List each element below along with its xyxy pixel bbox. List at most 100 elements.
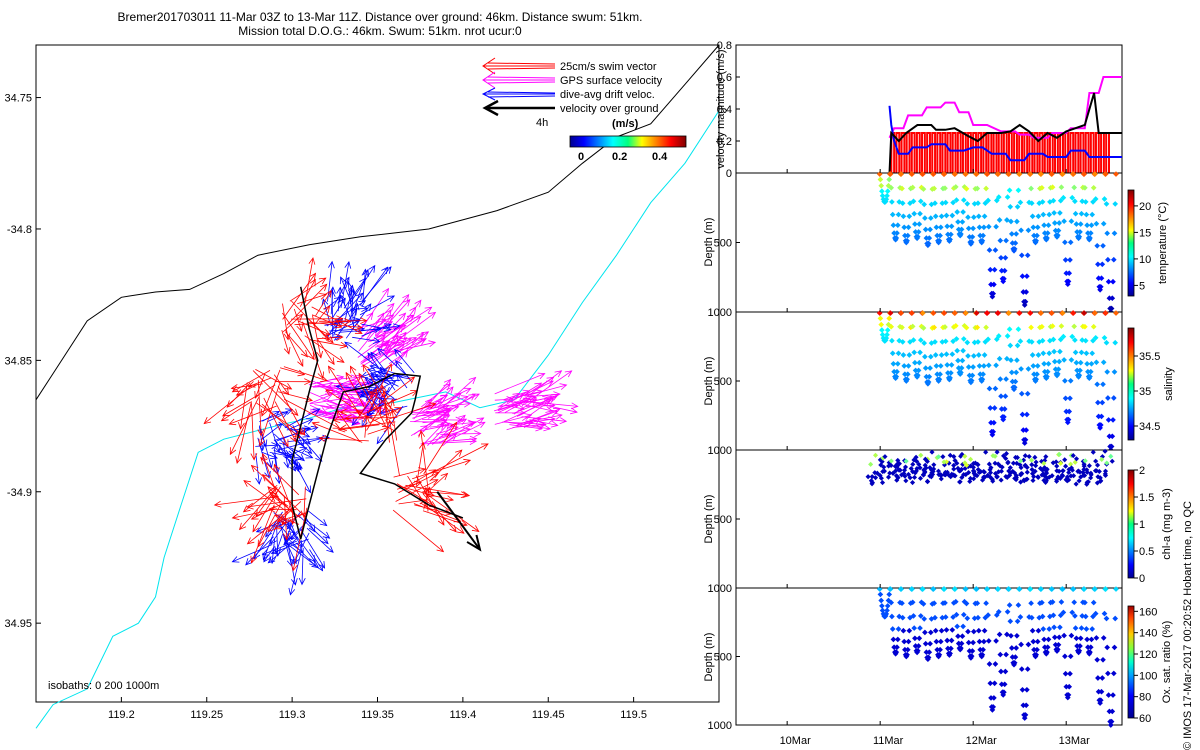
- profile-sample: [981, 627, 988, 634]
- profile-sample: [927, 640, 933, 647]
- map-x-tick-label: 119.4: [450, 709, 477, 721]
- profile-sample: [1073, 359, 1080, 366]
- swim-vector: [422, 493, 457, 533]
- gps-vector-head: [428, 340, 437, 348]
- profile-sample: [1065, 278, 1072, 285]
- profile-sample: [1006, 326, 1013, 333]
- swim-vector: [232, 508, 278, 519]
- profile-sample: [919, 171, 926, 177]
- profile-sample: [947, 236, 953, 243]
- profile-sample: [1078, 210, 1085, 217]
- profile-sample: [1035, 352, 1042, 358]
- swim-vector-head: [462, 491, 471, 498]
- figure-title: Bremer201703011 11-Mar 03Z to 13-Mar 11Z…: [0, 10, 760, 38]
- drift-vector: [261, 451, 278, 459]
- profile-sample: [1079, 198, 1086, 205]
- profile-sample: [910, 461, 916, 467]
- profile-sample: [912, 229, 919, 235]
- swim-vector: [368, 376, 415, 413]
- salinity-ylabel: Depth (m): [703, 357, 715, 406]
- profile-sample: [984, 171, 991, 177]
- swim-vector: [325, 389, 362, 413]
- profile-sample: [979, 237, 986, 244]
- swim-pulse: [1018, 132, 1024, 173]
- drift-vector-head: [368, 373, 376, 380]
- profile-sample: [920, 186, 927, 192]
- colorbar-tick-label: 10: [1139, 254, 1151, 266]
- profile-sample: [1045, 360, 1052, 367]
- profile-sample: [930, 310, 937, 316]
- drift-vector-head: [345, 280, 353, 289]
- profile-sample: [1038, 586, 1044, 592]
- drift-vector-head: [290, 578, 298, 586]
- profile-sample: [1014, 218, 1020, 225]
- profile-sample: [941, 171, 948, 177]
- gps-vector-head: [399, 331, 407, 340]
- swim-vector-head: [339, 341, 348, 349]
- profile-sample: [1031, 232, 1037, 239]
- gps-vector: [368, 325, 407, 342]
- profile-sample: [912, 643, 919, 649]
- profile-sample: [1088, 472, 1094, 478]
- drift-vector: [273, 449, 292, 458]
- drift-vector: [369, 365, 410, 378]
- profile-sample: [887, 586, 894, 592]
- drift-vector-head: [272, 410, 280, 418]
- gps-vector-head: [472, 393, 480, 400]
- profile-sample: [975, 614, 981, 621]
- gps-vector-head: [378, 318, 387, 325]
- profile-sample: [1026, 453, 1032, 460]
- profile-sample: [964, 200, 971, 207]
- profile-sample: [898, 310, 905, 316]
- gps-vector-head: [442, 414, 451, 422]
- swim-vector: [286, 284, 327, 326]
- profile-sample: [1011, 246, 1018, 252]
- drift-vector-head: [368, 264, 376, 273]
- drift-vector-head: [280, 411, 289, 418]
- profile-sample: [948, 370, 954, 376]
- profile-sample: [994, 474, 1000, 480]
- profile-sample: [886, 315, 893, 322]
- profile-sample: [934, 371, 941, 378]
- swim-vector: [248, 377, 272, 387]
- profile-sample: [909, 586, 915, 592]
- drift-vector-head: [305, 418, 314, 425]
- swim-vector-head: [267, 524, 275, 533]
- drift-vector-head: [328, 289, 336, 297]
- gps-vector: [531, 401, 578, 413]
- profile-sample: [1067, 653, 1074, 660]
- profile-sample: [1049, 323, 1056, 329]
- swim-vector: [243, 484, 278, 513]
- profile-sample: [911, 625, 918, 631]
- drift-vector: [352, 269, 369, 312]
- swim-vector-head: [247, 381, 256, 388]
- swim-vector: [412, 459, 471, 480]
- profile-sample: [952, 322, 959, 329]
- profile-sample: [981, 474, 987, 480]
- profile-sample: [945, 645, 951, 652]
- profile-sample: [881, 464, 887, 470]
- profile-sample: [1023, 289, 1030, 295]
- gps-vector: [311, 380, 334, 391]
- profile-sample: [1061, 632, 1067, 639]
- velocity-y-tick-label: 0.2: [717, 136, 732, 148]
- profile-sample: [1065, 416, 1072, 423]
- gps-vector: [427, 408, 450, 419]
- gps-vector: [503, 390, 530, 400]
- profile-sample: [936, 237, 943, 244]
- swim-vector-head: [255, 509, 263, 517]
- gps-vector: [433, 386, 454, 409]
- swim-vector-head: [344, 318, 352, 325]
- swim-vector-head: [327, 357, 335, 366]
- profile-sample: [1109, 458, 1115, 464]
- gps-vector-head: [382, 287, 390, 296]
- profile-sample: [1112, 615, 1119, 622]
- profile-sample: [1056, 220, 1063, 226]
- profile-sample: [900, 627, 907, 634]
- profile-sample: [1008, 218, 1014, 225]
- profile-sample: [944, 362, 951, 368]
- profile-sample: [942, 614, 949, 620]
- profile-sample: [1051, 634, 1058, 641]
- swim-pulse: [1089, 132, 1095, 173]
- profile-sample: [1103, 201, 1110, 207]
